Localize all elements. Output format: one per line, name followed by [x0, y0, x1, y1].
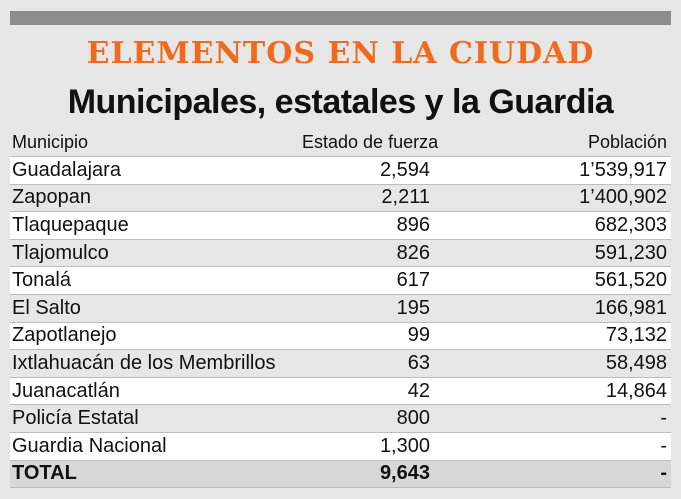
cell-municipio: Zapotlanejo	[12, 324, 117, 347]
cell-poblacion: 682,303	[594, 213, 667, 236]
cell-municipio: Tonalá	[12, 269, 71, 292]
header-municipio: Municipio	[12, 132, 89, 152]
data-table: Municipio Estado de fuerza Población Gua…	[10, 129, 671, 489]
cell-fuerza: 99	[407, 324, 430, 347]
table-row: Ixtlahuacán de los Membrillos 63 58,498	[10, 350, 671, 378]
table-row: Zapotlanejo 99 73,132	[10, 322, 671, 351]
table-row: Juanacatlán 42 14,864	[10, 377, 671, 406]
header-estado-de-fuerza: Estado de fuerza	[302, 132, 439, 152]
table-row: Tonalá 617 561,520	[10, 267, 671, 295]
headline-title: Municipales, estatales y la Guardia	[67, 83, 614, 121]
cell-fuerza: 2,211	[381, 186, 430, 209]
total-label: TOTAL	[12, 462, 77, 485]
top-bar	[10, 11, 671, 25]
kicker-title: ELEMENTOS EN LA CIUDAD	[86, 36, 595, 71]
cell-poblacion: 1’400,902	[579, 186, 667, 209]
cell-poblacion: 561,520	[594, 269, 667, 292]
cell-fuerza: 2,594	[379, 158, 430, 181]
cell-municipio: Zapopan	[12, 186, 91, 209]
header-poblacion: Población	[587, 132, 667, 152]
cell-fuerza: 826	[396, 241, 430, 264]
table-total-row: TOTAL 9,643 -	[10, 460, 671, 489]
cell-fuerza: 617	[396, 269, 430, 292]
table-row: Guadalajara 2,594 1’539,917	[10, 157, 671, 185]
cell-poblacion: -	[660, 434, 667, 457]
cell-municipio: Juanacatlán	[12, 379, 120, 402]
cell-municipio: Tlaquepaque	[12, 213, 129, 236]
cell-poblacion: 14,864	[605, 379, 667, 402]
table-row: Zapopan 2,211 1’400,902	[10, 185, 671, 213]
cell-poblacion: 166,981	[594, 296, 667, 319]
cell-poblacion: 591,230	[594, 241, 667, 264]
cell-municipio: Tlajomulco	[12, 241, 109, 264]
cell-fuerza: 63	[407, 351, 430, 374]
cell-poblacion: 1’539,917	[579, 158, 667, 181]
table-row: Tlajomulco 826 591,230	[10, 240, 671, 268]
cell-fuerza: 195	[396, 296, 430, 319]
table-row: Policía Estatal 800 -	[10, 405, 671, 433]
table-row: Guardia Nacional 1,300 -	[10, 432, 671, 461]
cell-municipio: Guadalajara	[12, 158, 121, 181]
cell-fuerza: 42	[407, 379, 430, 402]
table-row: Tlaquepaque 896 682,303	[10, 212, 671, 240]
table-header-row: Municipio Estado de fuerza Población	[10, 129, 671, 157]
total-fuerza: 9,643	[379, 462, 430, 485]
total-poblacion: -	[660, 462, 667, 485]
cell-municipio: Policía Estatal	[12, 407, 139, 430]
cell-municipio: Guardia Nacional	[12, 434, 167, 457]
table-row: El Salto 195 166,981	[10, 295, 671, 323]
cell-municipio: El Salto	[12, 296, 81, 319]
cell-fuerza: 896	[396, 213, 430, 236]
cell-poblacion: 58,498	[605, 351, 667, 374]
cell-poblacion: -	[660, 407, 667, 430]
cell-poblacion: 73,132	[605, 324, 667, 347]
cell-fuerza: 1,300	[379, 434, 430, 457]
cell-municipio: Ixtlahuacán de los Membrillos	[12, 351, 276, 374]
cell-fuerza: 800	[396, 407, 430, 430]
